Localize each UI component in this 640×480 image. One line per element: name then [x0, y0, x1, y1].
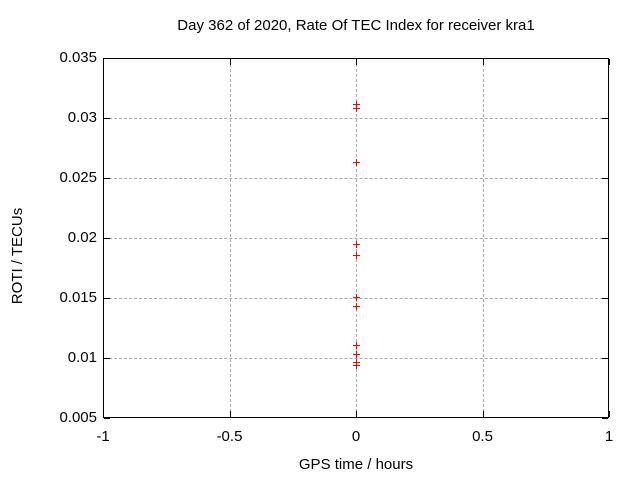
y-tick-mark-right	[602, 178, 608, 179]
gridline-vertical	[356, 59, 357, 417]
y-tick-mark-left	[104, 58, 110, 59]
data-point-marker	[353, 341, 360, 349]
y-tick-label: 0.015	[59, 289, 97, 306]
gridline-vertical	[229, 59, 231, 417]
y-tick-label: 0.005	[59, 409, 97, 426]
x-tick-mark-bottom	[229, 411, 231, 417]
x-axis-label: GPS time / hours	[298, 456, 414, 473]
data-point-marker	[353, 362, 360, 370]
data-point-marker	[353, 351, 360, 359]
data-point-marker	[353, 100, 360, 108]
y-tick-mark-right	[602, 238, 608, 239]
x-tick-mark-bottom	[482, 411, 484, 417]
x-tick-label: 0.5	[472, 428, 493, 445]
y-tick-mark-left	[104, 118, 110, 119]
x-tick-label: -1	[96, 428, 110, 445]
x-tick-mark-bottom	[609, 411, 610, 417]
y-tick-mark-left	[104, 238, 110, 239]
gridline-vertical	[482, 59, 484, 417]
y-tick-mark-right	[602, 118, 608, 119]
y-tick-label: 0.02	[67, 229, 97, 246]
y-tick-mark-right	[602, 58, 608, 59]
y-tick-mark-left	[104, 358, 110, 359]
data-point-marker	[353, 241, 360, 248]
y-tick-mark-left	[104, 298, 110, 299]
x-tick-label: -0.5	[216, 428, 243, 445]
data-point-marker	[353, 159, 360, 167]
x-tick-label: 0	[351, 428, 361, 445]
x-tick-label: 1	[604, 428, 614, 445]
y-tick-label: 0.025	[59, 169, 97, 186]
y-tick-mark-right	[602, 358, 608, 359]
data-point-marker	[353, 358, 360, 366]
x-tick-mark-top	[482, 59, 484, 65]
y-tick-mark-right	[602, 418, 608, 419]
x-tick-mark-top	[229, 59, 231, 65]
y-tick-label: 0.035	[59, 49, 97, 66]
x-tick-mark-bottom	[103, 411, 104, 417]
y-tick-mark-left	[104, 178, 110, 179]
data-point-marker	[353, 303, 360, 311]
data-point-marker	[353, 105, 360, 113]
y-tick-label: 0.03	[67, 109, 97, 126]
x-tick-mark-top	[609, 59, 610, 65]
y-tick-mark-left	[104, 418, 110, 419]
plot-area	[103, 58, 610, 419]
y-tick-label: 0.01	[67, 349, 97, 366]
chart-title: Day 362 of 2020, Rate Of TEC Index for r…	[177, 17, 535, 34]
data-point-marker	[353, 293, 360, 301]
x-tick-mark-top	[356, 59, 357, 65]
x-tick-mark-top	[103, 59, 104, 65]
y-tick-mark-right	[602, 298, 608, 299]
data-point-marker	[353, 251, 360, 259]
x-tick-mark-bottom	[356, 411, 357, 417]
y-axis-label: ROTI / TECUs	[9, 207, 26, 305]
